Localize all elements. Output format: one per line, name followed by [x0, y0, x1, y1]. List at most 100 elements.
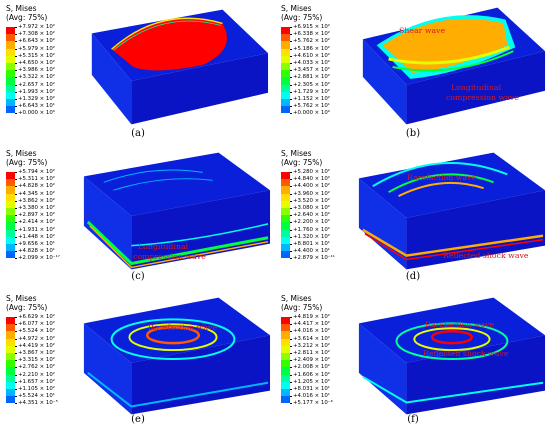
legend-tick — [290, 229, 292, 231]
legend-tick — [290, 208, 292, 209]
annotation-longitudinal: Longitudinal — [138, 242, 189, 251]
panel-c: S, Mises (Avg: 75%) +5.794 × 10² +5.311 ×… — [0, 145, 275, 290]
legend-value: +4.972 × 10² — [18, 335, 55, 342]
legend-swatch — [281, 200, 290, 208]
legend-value: +3.520 × 10² — [293, 197, 330, 204]
stress-band-2 — [392, 50, 514, 72]
box-side — [131, 335, 271, 415]
legend-value: +1.993 × 10² — [18, 88, 55, 95]
legend-tick — [290, 258, 292, 260]
legend-swatch — [281, 353, 290, 361]
legend-value: +2.640 × 10² — [293, 212, 330, 219]
legend-swatch — [281, 186, 290, 194]
legend-swatch — [281, 208, 290, 216]
legend-tick — [290, 55, 292, 57]
legend-tick — [15, 244, 17, 245]
legend-tick — [15, 338, 17, 340]
stress-arc-mid — [388, 173, 494, 194]
legend-swatch — [6, 367, 15, 375]
legend-value: +4.828 × 10² — [18, 183, 55, 190]
caption-f: (f) — [407, 414, 419, 425]
legend-tick — [15, 229, 17, 231]
stress-base-hot — [89, 225, 269, 269]
legend-value: +5.315 × 10² — [18, 52, 55, 59]
legend-scale: +6.629 × 10² +6.077 × 10² +5.524 × 10² +4.9… — [6, 314, 86, 406]
legend-swatch — [281, 193, 290, 201]
panel-b: S, Mises (Avg: 75%) +6.915 × 10² +6.338 ×… — [275, 0, 550, 145]
legend-tick — [15, 374, 17, 376]
legend-tick — [15, 113, 17, 115]
stress-wave-front — [131, 223, 269, 247]
contour-box-e — [83, 297, 271, 415]
legend-avg: (Avg: 75%) — [281, 158, 323, 167]
caption-b: (b) — [405, 128, 421, 139]
legend-swatch — [281, 99, 290, 107]
stress-reflected-core — [364, 233, 544, 261]
legend-tick — [290, 84, 292, 86]
legend-tick — [290, 367, 292, 369]
legend-value: +7.308 × 10² — [18, 31, 55, 38]
legend-avg: (Avg: 75%) — [281, 303, 323, 312]
box-top — [83, 152, 271, 216]
legend-value: +0.000 × 10⁰ — [18, 110, 55, 117]
legend-value: +4.610 × 10² — [293, 52, 330, 59]
box-front — [83, 323, 132, 415]
legend-value: +4.417 × 10² — [293, 321, 330, 328]
legend-value: +1.329 × 10² — [18, 96, 55, 102]
legend-value: +3.867 × 10² — [18, 350, 55, 356]
legend-tick — [15, 172, 17, 173]
legend-swatch — [6, 324, 15, 332]
legend-tick — [290, 113, 292, 115]
stress-band-1 — [388, 45, 510, 65]
legend-swatch — [281, 317, 290, 325]
legend-tick — [15, 55, 17, 57]
legend-value: +5.311 × 10² — [18, 176, 55, 183]
legend-value: +1.931 × 10² — [18, 226, 55, 233]
legend-swatch — [6, 48, 15, 56]
legend-tick — [290, 381, 292, 383]
legend-tick — [290, 48, 292, 50]
legend-tick — [15, 63, 17, 64]
legend-value: +2.409 × 10² — [293, 357, 330, 364]
box-side — [131, 190, 271, 270]
legend-value: +7.972 × 10² — [18, 24, 55, 30]
legend-swatch — [6, 70, 15, 78]
legend-swatch — [6, 215, 15, 223]
legend-value: +6.077 × 10² — [18, 321, 55, 328]
legend-swatch — [6, 172, 15, 180]
legend-swatch — [281, 367, 290, 375]
legend-tick — [290, 251, 292, 253]
legend-tick — [15, 367, 17, 369]
legend-value: +2.305 × 10² — [293, 81, 330, 88]
legend-swatch — [281, 63, 290, 71]
legend-swatch — [281, 84, 290, 92]
legend-swatch — [6, 200, 15, 208]
legend-a: S, Mises (Avg: 75%) +7.972 × 10² +7.308 ×… — [6, 4, 86, 116]
annotation-compression-wave: compression wave — [133, 252, 206, 261]
annotation-rarefaction-wave: Rarefaction wave — [407, 173, 477, 182]
legend-e: S, Mises (Avg: 75%) +6.629 × 10² +6.077 ×… — [6, 294, 86, 406]
legend-value: +3.614 × 10² — [293, 335, 330, 342]
legend-tick — [290, 34, 292, 36]
legend-scale: +5.794 × 10² +5.311 × 10² +4.828 × 10² +4.3… — [6, 169, 86, 261]
legend-swatch — [281, 70, 290, 78]
legend-title: S, Mises — [6, 4, 37, 13]
legend-tick — [290, 63, 292, 64]
legend-swatch — [281, 338, 290, 346]
legend-tick — [290, 317, 292, 318]
legend-swatch — [281, 106, 290, 114]
legend-tick — [290, 374, 292, 376]
legend-value: +3.322 × 10² — [18, 74, 55, 81]
legend-swatch — [6, 27, 15, 35]
legend-value: +2.881 × 10² — [293, 74, 330, 81]
legend-title: S, Mises — [6, 294, 37, 303]
legend-tick — [15, 251, 17, 253]
caption-c: (c) — [131, 271, 145, 282]
stress-ring-inner — [146, 326, 200, 345]
stress-reflected-band — [362, 228, 544, 257]
legend-value: +4.828 × 10¹ — [18, 248, 55, 255]
legend-b: S, Mises (Avg: 75%) +6.915 × 10² +6.338 ×… — [281, 4, 361, 116]
legend-value: +3.457 × 10² — [293, 67, 330, 74]
legend-tick — [290, 106, 292, 108]
legend-swatch — [6, 381, 15, 389]
